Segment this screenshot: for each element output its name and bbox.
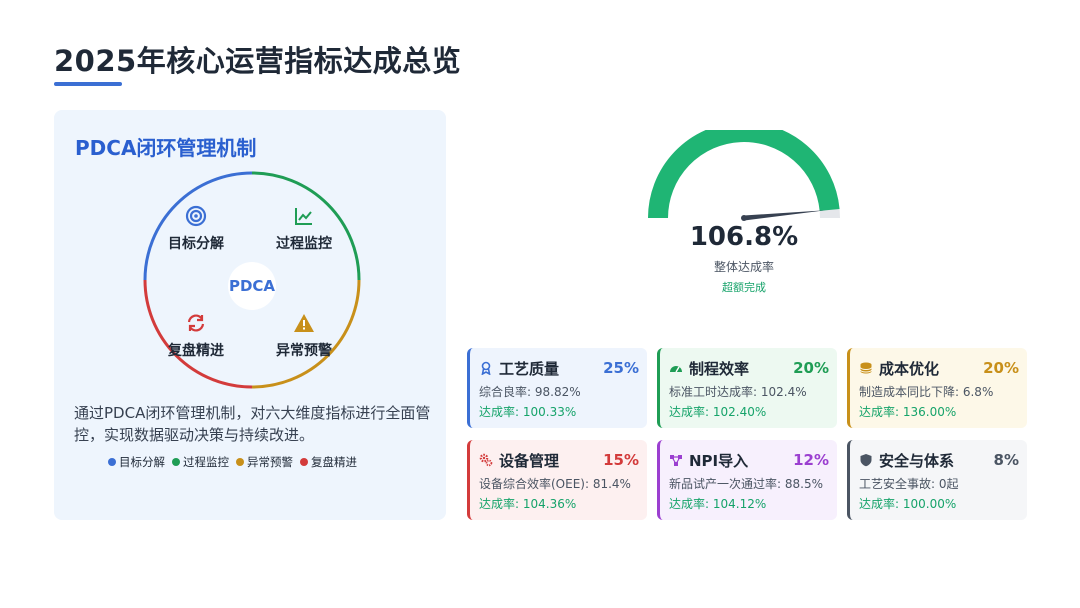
- pdca-panel: PDCA闭环管理机制 PDCA 目标分解 过程监控 异常预警: [54, 110, 446, 520]
- kpi-rate: 达成率: 104.12%: [669, 497, 767, 511]
- legend-dot-goal: [108, 458, 116, 466]
- stage-label-goal: 目标分解: [168, 236, 224, 252]
- target-icon: [185, 205, 207, 227]
- kpi-name: 安全与体系: [879, 451, 955, 470]
- title-underline: [54, 82, 122, 86]
- legend-dot-review: [300, 458, 308, 466]
- page-title: 2025年核心运营指标达成总览: [54, 44, 462, 78]
- kpi-weight: 20%: [983, 359, 1019, 377]
- kpi-metric: 设备综合效率(OEE): 81.4%: [479, 477, 631, 491]
- pdca-stage-review: 复盘精进: [146, 312, 246, 360]
- kpi-rate: 达成率: 100.33%: [479, 405, 577, 419]
- shield-icon: [860, 454, 872, 467]
- kpi-rate: 达成率: 104.36%: [479, 497, 577, 511]
- gears-icon: [479, 453, 493, 467]
- kpi-name: 成本优化: [879, 359, 940, 378]
- legend-item-goal: 目标分解: [108, 454, 165, 470]
- legend-label-monitor: 过程监控: [183, 455, 229, 469]
- refresh-icon: [187, 314, 205, 332]
- gauge-fill: [648, 130, 840, 219]
- network-icon: [670, 455, 682, 466]
- kpi-card-equipment: 设备管理 15% 设备综合效率(OEE): 81.4% 达成率: 104.36%: [467, 440, 647, 520]
- legend-label-review: 复盘精进: [311, 455, 357, 469]
- gauge-value: 106.8%: [689, 222, 799, 252]
- kpi-weight: 15%: [603, 451, 639, 469]
- kpi-name: NPI导入: [689, 451, 749, 470]
- award-icon: [481, 361, 491, 375]
- legend-item-review: 复盘精进: [300, 454, 357, 470]
- pdca-stage-goal: 目标分解: [146, 205, 246, 253]
- kpi-name: 制程效率: [689, 359, 750, 378]
- pdca-cycle-ring: [143, 171, 361, 389]
- kpi-rate: 达成率: 136.00%: [859, 405, 957, 419]
- kpi-card-npi: NPI导入 12% 新品试产一次通过率: 88.5% 达成率: 104.12%: [657, 440, 837, 520]
- kpi-rate: 达成率: 102.40%: [669, 405, 767, 419]
- kpi-weight: 25%: [603, 359, 639, 377]
- gauge-pivot: [741, 215, 747, 221]
- stage-label-warning: 异常预警: [276, 343, 332, 359]
- warning-icon: [294, 314, 314, 332]
- legend-dot-monitor: [172, 458, 180, 466]
- stage-label-monitor: 过程监控: [276, 236, 332, 252]
- kpi-rate: 达成率: 100.00%: [859, 497, 957, 511]
- pdca-title: PDCA闭环管理机制: [75, 136, 257, 160]
- kpi-metric: 制造成本同比下降: 6.8%: [859, 385, 994, 399]
- pdca-legend: 目标分解 过程监控 异常预警 复盘精进: [108, 454, 357, 470]
- kpi-card-safety: 安全与体系 8% 工艺安全事故: 0起 达成率: 100.00%: [847, 440, 1027, 520]
- legend-dot-warning: [236, 458, 244, 466]
- gauge-status: 超额完成: [722, 281, 766, 294]
- pdca-stage-monitor: 过程监控: [254, 205, 354, 253]
- pdca-center-label: PDCA: [228, 262, 276, 310]
- legend-item-monitor: 过程监控: [172, 454, 229, 470]
- line-chart-icon: [295, 208, 312, 225]
- gauge-label: 整体达成率: [713, 260, 774, 274]
- achievement-gauge: [648, 130, 840, 221]
- kpi-metric: 工艺安全事故: 0起: [859, 477, 959, 491]
- legend-item-warning: 异常预警: [236, 454, 293, 470]
- kpi-weight: 20%: [793, 359, 829, 377]
- legend-label-warning: 异常预警: [247, 455, 293, 469]
- stage-label-review: 复盘精进: [168, 343, 224, 359]
- gauge-needle: [743, 210, 826, 221]
- kpi-card-quality: 工艺质量 25% 综合良率: 98.82% 达成率: 100.33%: [467, 348, 647, 428]
- kpi-name: 工艺质量: [499, 359, 560, 378]
- pdca-stage-warning: 异常预警: [254, 312, 354, 360]
- pdca-description: 通过PDCA闭环管理机制，对六大维度指标进行全面管控，实现数据驱动决策与持续改进…: [74, 404, 431, 444]
- kpi-metric: 综合良率: 98.82%: [479, 385, 581, 399]
- legend-label-goal: 目标分解: [119, 455, 165, 469]
- kpi-weight: 8%: [993, 451, 1019, 469]
- kpi-card-efficiency: 制程效率 20% 标准工时达成率: 102.4% 达成率: 102.40%: [657, 348, 837, 428]
- kpi-card-cost: 成本优化 20% 制造成本同比下降: 6.8% 达成率: 136.00%: [847, 348, 1027, 428]
- kpi-metric: 标准工时达成率: 102.4%: [669, 385, 807, 399]
- kpi-weight: 12%: [793, 451, 829, 469]
- kpi-metric: 新品试产一次通过率: 88.5%: [669, 477, 823, 491]
- coins-icon: [860, 362, 872, 374]
- kpi-name: 设备管理: [499, 451, 560, 470]
- speedometer-icon: [670, 366, 682, 373]
